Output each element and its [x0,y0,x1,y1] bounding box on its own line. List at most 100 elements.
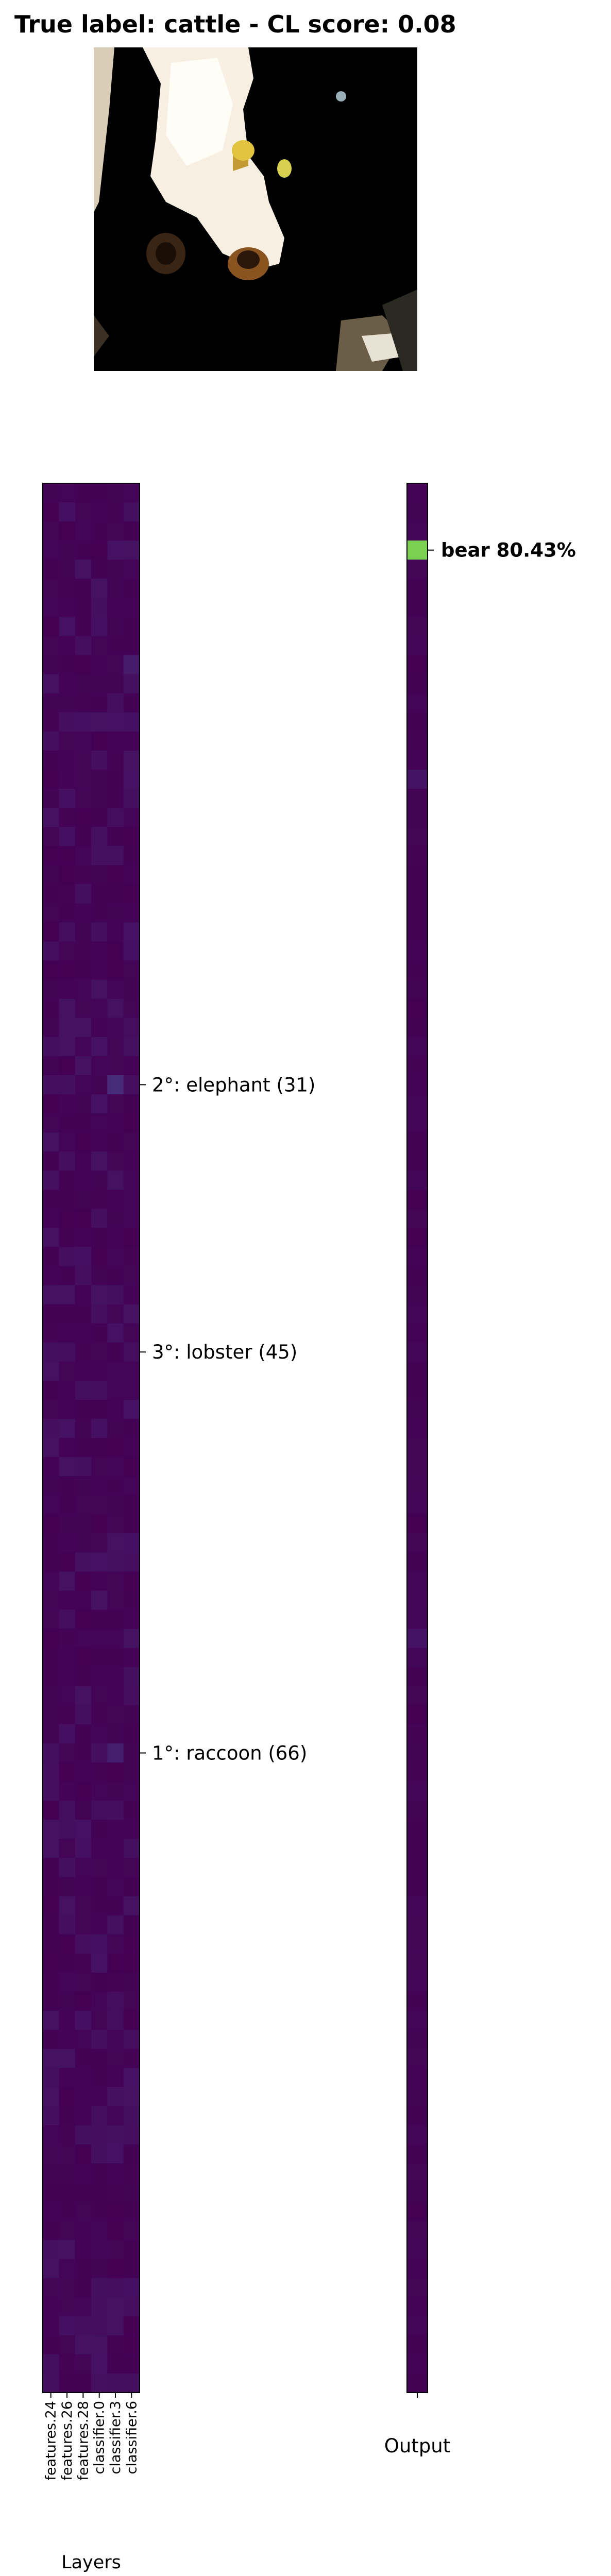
heatmap-cell [123,521,140,541]
heatmap-cell [91,2201,108,2221]
heatmap-cell [75,636,92,656]
heatmap-cell [123,1361,140,1381]
heatmap-cell [75,1667,92,1687]
heatmap-cell [91,1782,108,1801]
heatmap-cell [107,560,124,579]
heatmap-cell [59,1724,76,1744]
output-cell [407,1361,428,1381]
heatmap-cell [107,2048,124,2069]
heatmap-cell [75,1228,92,1247]
heatmap-cell [91,1667,108,1687]
heatmap-cell [43,2106,59,2126]
heatmap-cell [91,808,108,827]
heatmap-cell [91,1075,108,1095]
heatmap-cell [75,1266,92,1286]
heatmap-cell [107,1228,124,1247]
heatmap-cell [91,1094,108,1114]
heatmap-cell [59,1056,76,1076]
heatmap-cell [59,1247,76,1266]
heatmap-cell [123,1724,140,1744]
heatmap-cell [59,655,76,675]
heatmap-cell [75,1762,92,1782]
heatmap-cell [43,579,59,598]
heatmap-cell [123,483,140,503]
heatmap-cell [43,2163,59,2183]
output-cell [407,1972,428,1992]
heatmap-cell [75,483,92,503]
heatmap-cell [91,750,108,770]
heatmap-cell [91,2182,108,2202]
heatmap-cell [43,865,59,885]
heatmap-cell [107,2259,124,2279]
heatmap-cell [59,1953,76,1973]
heatmap-cell [59,1571,76,1591]
x-axis-label: Layers [61,2552,121,2573]
heatmap-cell [75,1342,92,1362]
heatmap-cell [91,1743,108,1763]
heatmap-cell [43,1667,59,1687]
heatmap-cell [59,731,76,751]
heatmap-cell [75,1629,92,1649]
output-cell [407,2106,428,2126]
heatmap-cell [123,560,140,579]
heatmap-cell [59,1514,76,1534]
heatmap-cell [91,2106,108,2126]
heatmap-cell [75,2182,92,2202]
output-cell [407,2354,428,2374]
heatmap-cell [91,1018,108,1038]
output-cell [407,1018,428,1038]
output-cell [407,1266,428,1286]
heatmap-cell [91,540,108,560]
heatmap-cell [91,1342,108,1362]
heatmap-cell [107,1304,124,1324]
heatmap-cell [59,1667,76,1687]
output-cell [407,2067,428,2088]
heatmap-cell [59,1476,76,1496]
output-cell [407,1533,428,1553]
heatmap-cell [123,1209,140,1228]
output-cell [407,712,428,732]
heatmap-cell [75,1132,92,1152]
heatmap-cell [91,1858,108,1877]
heatmap-cell [75,1457,92,1477]
heatmap-cell [43,1247,59,1266]
heatmap-cell [107,1056,124,1076]
heatmap-cell [75,1094,92,1114]
x-tick-label: features.26 [59,2401,75,2481]
heatmap-cell [59,1858,76,1877]
output-cell [407,1438,428,1458]
heatmap-cell [43,617,59,636]
heatmap-cell [43,2125,59,2145]
heatmap-cell [91,1247,108,1266]
heatmap-cell [59,1915,76,1935]
heatmap-cell [91,674,108,694]
output-cell [407,2240,428,2260]
heatmap-cell [43,2067,59,2088]
heatmap-cell [107,750,124,770]
heatmap-cell [59,827,76,846]
heatmap-cell [43,1896,59,1916]
heatmap-cell [59,1094,76,1114]
heatmap-cell [107,1953,124,1973]
output-cell [407,1037,428,1057]
heatmap-cell [123,617,140,636]
heatmap-cell [107,598,124,617]
heatmap-cell [123,2125,140,2145]
heatmap-cell [91,2259,108,2279]
heatmap-cell [123,1418,140,1438]
heatmap-cell [43,941,59,961]
heatmap-cell [123,1190,140,1209]
output-cell [407,617,428,636]
heatmap-cell [59,2259,76,2279]
heatmap-cell [43,827,59,846]
heatmap-cell [107,1991,124,2011]
heatmap-cell [107,2373,124,2393]
output-cell [407,2087,428,2107]
heatmap-cell [43,2182,59,2202]
heatmap-cell [107,1209,124,1228]
heatmap-cell [123,2373,140,2393]
heatmap-cell [107,1285,124,1305]
heatmap-cell [107,1457,124,1477]
heatmap-cell [43,808,59,827]
heatmap-cell [59,788,76,808]
